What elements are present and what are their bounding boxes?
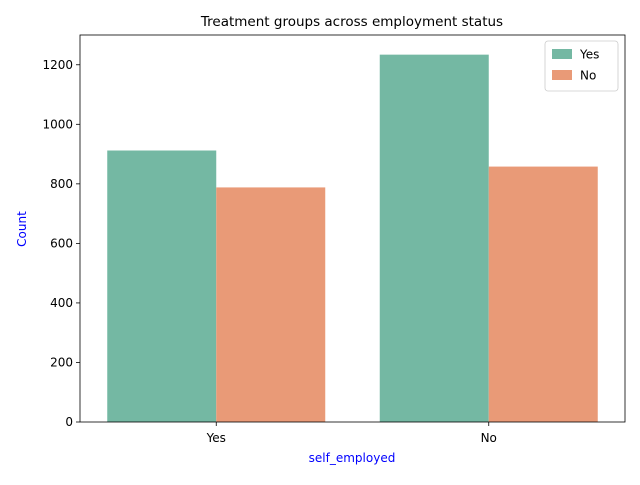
y-tick-label: 200 [50,355,73,369]
legend-swatch-yes [552,49,572,59]
bar-no-no [488,166,598,422]
bar-yes-yes [107,150,217,422]
y-tick-label: 800 [50,177,73,191]
x-tick-label: No [481,431,497,445]
chart-title: Treatment groups across employment statu… [200,14,503,30]
y-tick-label: 600 [50,236,73,250]
legend-label-yes: Yes [579,48,599,62]
legend-swatch-no [552,70,572,80]
bar-yes-no [379,54,489,422]
y-axis-label: Count [15,211,29,247]
y-tick-label: 0 [65,415,73,429]
plot-area: 0 200 400 600 800 1000 1200 Yes No [42,34,626,445]
y-tick-label: 1000 [42,117,73,131]
x-tick-label: Yes [206,431,226,445]
x-axis-label: self_employed [309,451,396,465]
bar-no-yes [216,187,326,422]
y-tick-label: 400 [50,296,73,310]
axes-frame [79,34,626,423]
legend-label-no: No [580,69,596,83]
y-tick-label: 1200 [42,58,73,72]
legend: Yes No [544,40,619,92]
